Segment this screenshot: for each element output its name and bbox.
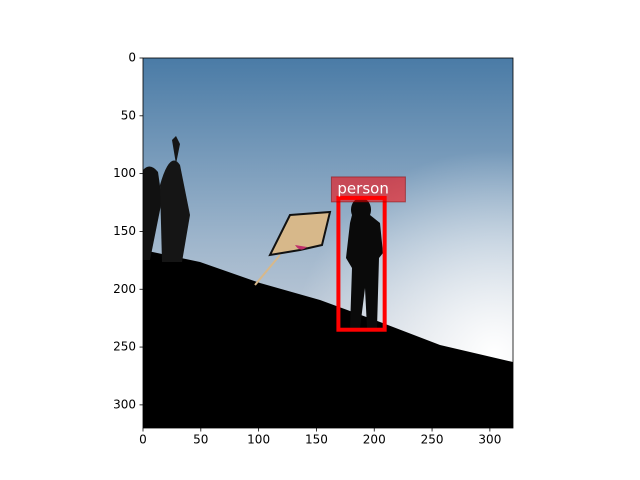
x-tick-label: 0 xyxy=(139,433,147,447)
y-tick-label: 0 xyxy=(128,51,136,65)
x-tick-label: 50 xyxy=(193,433,208,447)
y-tick-label: 150 xyxy=(113,224,136,238)
y-tick-label: 300 xyxy=(113,397,136,411)
x-tick-label: 300 xyxy=(478,433,501,447)
axes-frame xyxy=(142,57,514,429)
x-tick-label: 250 xyxy=(421,433,444,447)
y-tick-label: 200 xyxy=(113,282,136,296)
photo xyxy=(143,58,513,428)
y-tick-label: 50 xyxy=(121,108,136,122)
y-tick-label: 100 xyxy=(113,166,136,180)
box-label: person xyxy=(337,179,388,197)
y-tick-label: 250 xyxy=(113,340,136,354)
x-tick-label: 150 xyxy=(305,433,328,447)
box-label-bg xyxy=(330,176,406,203)
x-tick-label: 100 xyxy=(247,433,270,447)
x-tick-label: 200 xyxy=(363,433,386,447)
